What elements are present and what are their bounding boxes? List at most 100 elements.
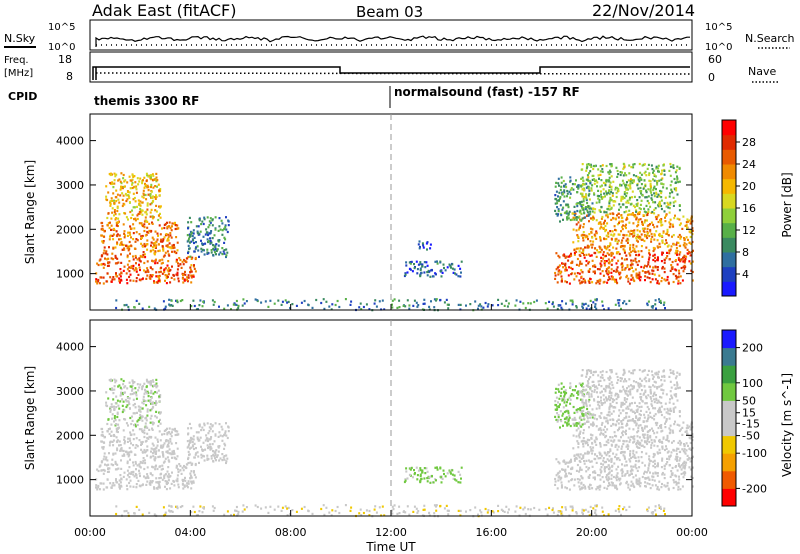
range-gate-cell — [168, 448, 171, 451]
range-gate-cell — [625, 482, 628, 485]
range-gate-cell — [134, 462, 137, 465]
range-gate-cell — [646, 419, 649, 422]
range-gate-cell — [588, 260, 591, 264]
range-gate-cell — [108, 246, 110, 249]
range-gate-cell — [647, 408, 650, 411]
range-gate-cell — [161, 227, 163, 230]
range-gate-cell — [102, 262, 105, 266]
range-gate-cell — [211, 424, 214, 427]
range-gate-cell — [621, 262, 624, 265]
range-gate-cell — [683, 462, 686, 465]
range-gate-cell — [165, 244, 168, 247]
range-gate-cell — [562, 200, 565, 203]
range-gate-cell — [676, 249, 679, 253]
range-gate-cell — [648, 234, 651, 238]
range-gate-cell — [350, 300, 353, 303]
range-gate-cell — [653, 380, 656, 383]
range-gate-cell — [137, 273, 140, 276]
range-gate-cell — [666, 407, 669, 410]
station-title: Adak East (fitACF) — [92, 1, 236, 20]
range-gate-cell — [650, 397, 653, 400]
range-gate-cell — [136, 258, 139, 261]
range-gate-cell — [102, 488, 105, 491]
range-gate-cell — [120, 467, 123, 470]
range-gate-cell — [218, 423, 221, 426]
range-gate-cell — [668, 458, 671, 461]
range-gate-cell — [674, 274, 677, 277]
range-gate-cell — [606, 428, 609, 431]
range-gate-cell — [440, 270, 443, 273]
range-gate-cell — [610, 263, 613, 266]
range-gate-cell — [669, 218, 672, 221]
range-gate-cell — [159, 446, 162, 449]
range-gate-cell — [582, 454, 585, 457]
range-gate-cell — [678, 204, 681, 207]
range-gate-cell — [150, 174, 152, 177]
range-gate-cell — [638, 162, 641, 166]
range-gate-cell — [146, 454, 149, 457]
range-gate-cell — [221, 459, 224, 462]
range-gate-cell — [657, 167, 660, 170]
range-gate-cell — [152, 380, 155, 383]
range-gate-cell — [625, 223, 627, 226]
range-gate-cell — [672, 204, 675, 207]
range-gate-cell — [587, 185, 590, 188]
range-gate-cell — [634, 463, 637, 466]
range-gate-cell — [108, 172, 111, 176]
range-gate-cell — [618, 414, 620, 417]
range-gate-cell — [111, 484, 114, 487]
range-gate-cell — [614, 455, 617, 459]
range-gate-cell — [187, 239, 190, 242]
range-gate-cell — [565, 269, 568, 272]
range-gate-cell — [666, 255, 669, 258]
range-gate-cell — [668, 195, 671, 198]
range-gate-cell — [210, 249, 213, 252]
range-gate-cell — [159, 205, 162, 208]
range-gate-cell — [125, 450, 127, 453]
range-gate-cell — [122, 391, 125, 394]
range-gate-cell — [621, 216, 624, 219]
range-gate-cell — [100, 469, 103, 472]
range-gate-cell — [209, 237, 212, 240]
range-gate-cell — [658, 401, 661, 404]
range-gate-cell — [130, 450, 133, 453]
range-gate-cell — [595, 232, 598, 235]
range-gate-cell — [565, 210, 568, 213]
range-gate-cell — [143, 392, 146, 395]
range-gate-cell — [643, 239, 646, 243]
range-gate-cell — [206, 248, 209, 251]
range-gate-cell — [685, 224, 688, 227]
range-gate-cell — [584, 422, 587, 425]
range-gate-cell — [636, 408, 639, 411]
range-gate-cell — [107, 222, 110, 225]
range-gate-cell — [419, 479, 422, 482]
range-gate-cell — [193, 267, 196, 270]
range-gate-cell — [119, 268, 122, 271]
range-gate-cell — [625, 258, 628, 261]
range-gate-cell — [562, 406, 565, 409]
range-gate-cell — [554, 400, 557, 403]
range-gate-cell — [554, 415, 557, 418]
range-gate-cell — [598, 485, 601, 488]
range-gate-cell — [186, 440, 189, 443]
range-gate-cell — [221, 233, 224, 236]
range-gate-cell — [558, 397, 561, 400]
range-gate-cell — [583, 462, 586, 465]
range-gate-cell — [112, 233, 115, 236]
range-gate-cell — [601, 304, 604, 307]
range-gate-cell — [596, 418, 598, 421]
range-gate-cell — [623, 249, 626, 252]
range-gate-cell — [166, 450, 169, 453]
range-gate-cell — [627, 436, 630, 439]
range-gate-cell — [459, 303, 462, 306]
range-gate-cell — [202, 441, 205, 444]
range-gate-cell — [660, 466, 663, 469]
range-gate-cell — [582, 413, 585, 416]
range-gate-cell — [671, 235, 673, 238]
range-gate-cell — [223, 455, 226, 458]
range-gate-cell — [169, 246, 172, 249]
range-gate-cell — [655, 191, 658, 194]
range-gate-cell — [590, 165, 593, 168]
range-gate-cell — [653, 479, 656, 482]
range-gate-cell — [146, 274, 149, 277]
